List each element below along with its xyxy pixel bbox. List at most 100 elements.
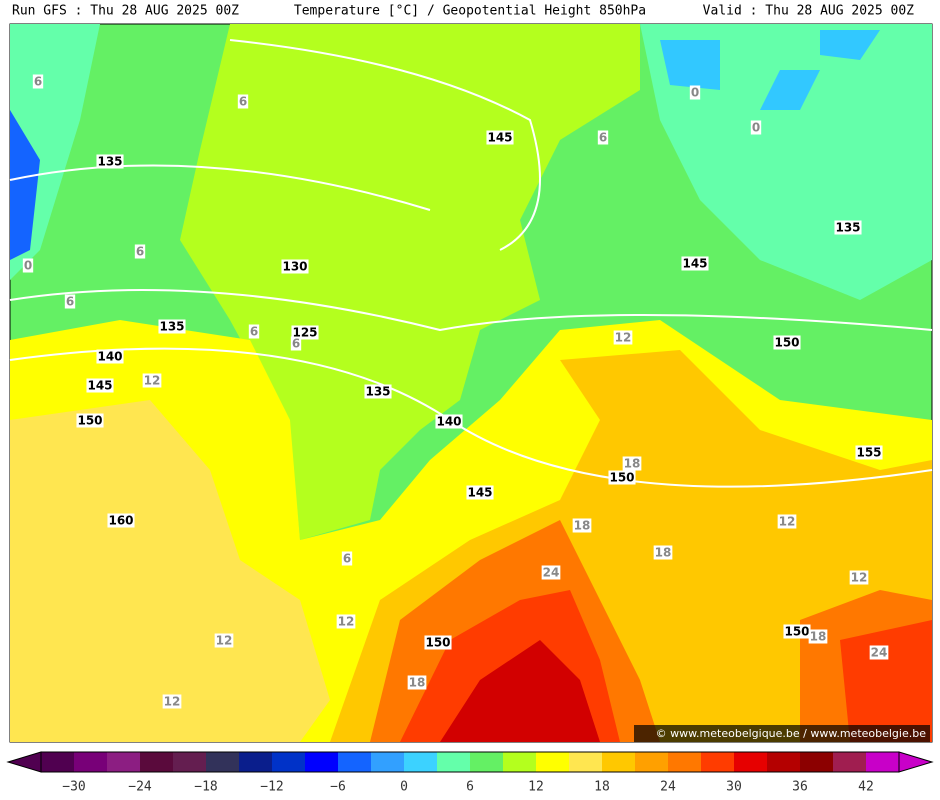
colorbar-segment [206, 752, 239, 772]
temperature-label: 6 [343, 552, 351, 566]
temperature-label: 12 [164, 695, 181, 709]
temperature-label: 12 [615, 331, 632, 345]
colorbar-frame [40, 751, 900, 773]
temperature-label: 6 [34, 75, 42, 89]
temperature-label: 18 [810, 630, 827, 644]
colorbar-tick-label: −30 [62, 780, 85, 795]
label-bg [76, 413, 104, 428]
height-label: 150 [774, 336, 799, 350]
temperature-label: 24 [871, 646, 888, 660]
label-bg [435, 414, 463, 429]
temperature-label: 12 [851, 571, 868, 585]
height-label: 145 [87, 379, 112, 393]
label-bg [572, 518, 592, 533]
temperature-label: 24 [543, 566, 560, 580]
label-bg [22, 258, 34, 273]
label-bg [96, 154, 124, 169]
label-bg [134, 244, 146, 259]
colorbar-tick-label: 42 [858, 780, 874, 795]
temperature-label: 18 [655, 546, 672, 560]
label-bg [808, 629, 828, 644]
colorbar-segment [74, 752, 107, 772]
colorbar-tick-label: 36 [792, 780, 808, 795]
colorbar-segment [536, 752, 569, 772]
height-label: 135 [365, 385, 390, 399]
height-label: 145 [682, 257, 707, 271]
label-bg [622, 456, 642, 471]
temperature-label: 12 [338, 615, 355, 629]
label-bg [750, 120, 762, 135]
temperature-label: 18 [409, 676, 426, 690]
temperature-label: 6 [136, 245, 144, 259]
height-label: 150 [425, 636, 450, 650]
label-bg [773, 335, 801, 350]
label-bg [855, 445, 883, 460]
temperature-label: 12 [779, 515, 796, 529]
height-label: 155 [856, 446, 881, 460]
label-bg [162, 694, 182, 709]
colorbar-segment [668, 752, 701, 772]
colorbar-segment [140, 752, 173, 772]
label-bg [681, 256, 709, 271]
label-bg [653, 545, 673, 560]
colorbar-segment [107, 752, 140, 772]
height-label: 150 [784, 625, 809, 639]
temperature-label: 18 [574, 519, 591, 533]
label-bg [834, 220, 862, 235]
label-bg [541, 565, 561, 580]
temperature-label: 12 [216, 634, 233, 648]
height-label: 145 [487, 131, 512, 145]
watermark: © www.meteobelgique.be / www.meteobelgie… [656, 727, 927, 740]
label-bg [64, 294, 76, 309]
colorbar-tick-label: 18 [594, 780, 610, 795]
colorbar-tick-label: 12 [528, 780, 544, 795]
colorbar-segment [338, 752, 371, 772]
label-bg [424, 635, 452, 650]
colorbar-segment [833, 752, 866, 772]
label-bg [237, 94, 249, 109]
colorbar-segment [305, 752, 338, 772]
colorbar-segment [800, 752, 833, 772]
colorbar-segment [239, 752, 272, 772]
map: © www.meteobelgique.be / www.meteobelgie… [9, 23, 933, 743]
colorbar-segment [767, 752, 800, 772]
colorbar-segment [866, 752, 899, 772]
height-label: 150 [77, 414, 102, 428]
height-label: 145 [467, 486, 492, 500]
temperature-label: 18 [624, 457, 641, 471]
height-label: 160 [108, 514, 133, 528]
height-label: 140 [97, 350, 122, 364]
label-bg [142, 373, 162, 388]
label-bg [613, 330, 633, 345]
colorbar-segment [437, 752, 470, 772]
label-bg [214, 633, 234, 648]
label-bg [86, 378, 114, 393]
colorbar-tick-label: 6 [466, 780, 474, 795]
label-bg [486, 130, 514, 145]
colorbar-arrow-left [6, 751, 42, 773]
colorbar-tick-label: −6 [330, 780, 346, 795]
colorbar-segment [569, 752, 602, 772]
temperature-label: 6 [66, 295, 74, 309]
label-bg [869, 645, 889, 660]
height-label: 125 [292, 326, 317, 340]
label-bg [291, 325, 319, 340]
colorbar: −30 −24 −18 −12 −6 0 6 12 18 24 30 36 42 [6, 751, 934, 795]
height-label: 135 [97, 155, 122, 169]
temperature-label: 0 [752, 121, 760, 135]
label-bg [407, 675, 427, 690]
colorbar-tick-label: 30 [726, 780, 742, 795]
colorbar-segment [734, 752, 767, 772]
colorbar-segment [503, 752, 536, 772]
colorbar-segment [371, 752, 404, 772]
label-bg [96, 349, 124, 364]
label-bg [689, 85, 701, 100]
temperature-label: 6 [599, 131, 607, 145]
colorbar-segment [404, 752, 437, 772]
label-bg [158, 319, 186, 334]
header-right: Valid : Thu 28 AUG 2025 00Z [703, 4, 914, 19]
colorbar-segment [635, 752, 668, 772]
label-bg [849, 570, 869, 585]
